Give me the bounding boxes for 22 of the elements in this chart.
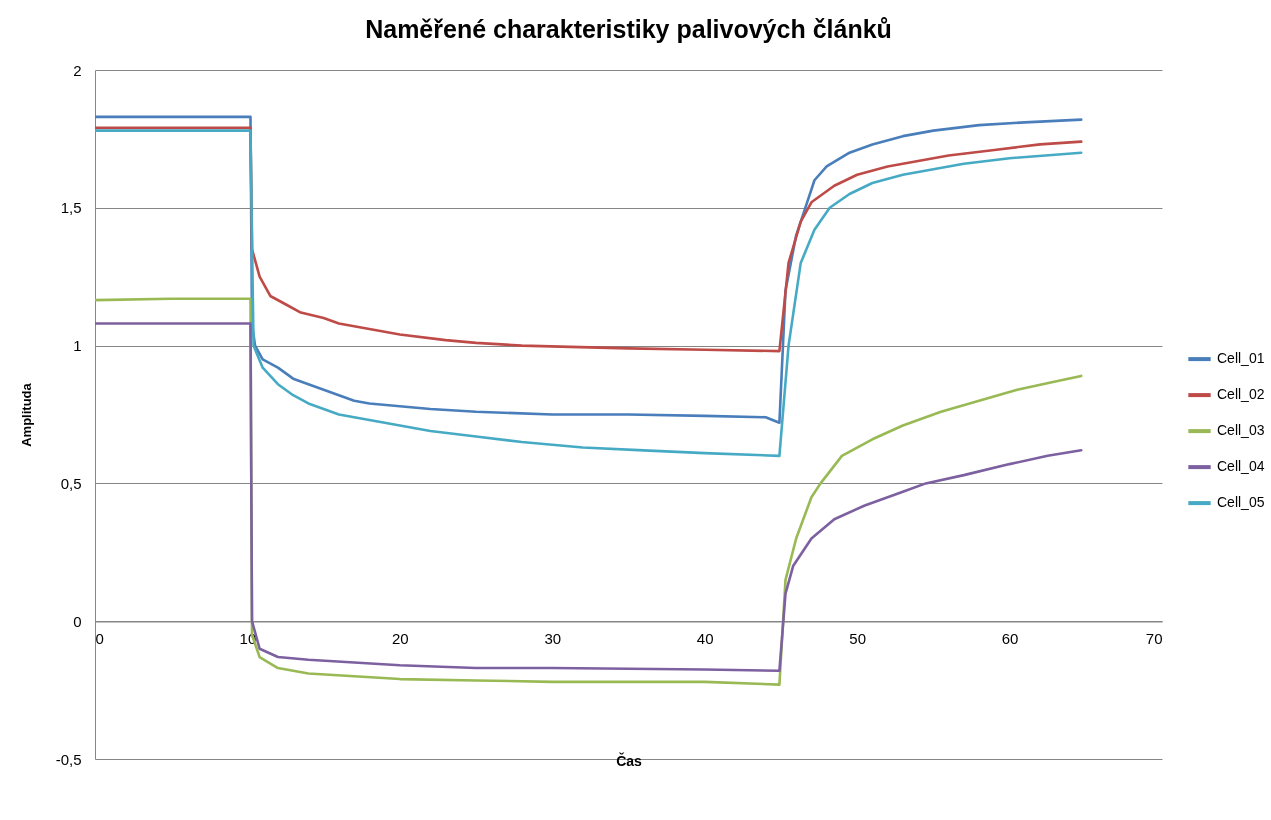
y-axis-title: Amplituda (18, 382, 34, 447)
y-tick-label: -0,5 (55, 750, 82, 768)
x-tick-label: 60 (1001, 629, 1019, 647)
y-tick-label: 0,5 (60, 474, 82, 492)
y-tick-label: 2 (73, 61, 82, 79)
x-axis-title: Čas (616, 751, 643, 769)
x-tick-label: 0 (95, 629, 104, 647)
x-tick-label: 70 (1145, 629, 1163, 647)
y-tick-label: 1 (73, 337, 82, 355)
legend-label: Cell_01 (1217, 350, 1265, 367)
x-tick-label: 20 (392, 629, 409, 647)
x-tick-label: 30 (544, 629, 562, 647)
x-tick-label: 50 (849, 629, 866, 647)
y-tick-label: 1,5 (60, 199, 82, 217)
legend-label: Cell_04 (1217, 458, 1265, 475)
y-tick-label: 0 (73, 612, 82, 630)
chart-title: Naměřené charakteristiky palivových článků (365, 15, 892, 43)
legend-label: Cell_03 (1217, 422, 1265, 439)
legend-label: Cell_02 (1217, 386, 1265, 403)
x-tick-label: 40 (696, 629, 714, 647)
legend-label: Cell_05 (1217, 494, 1265, 511)
line-series (95, 126, 1083, 353)
